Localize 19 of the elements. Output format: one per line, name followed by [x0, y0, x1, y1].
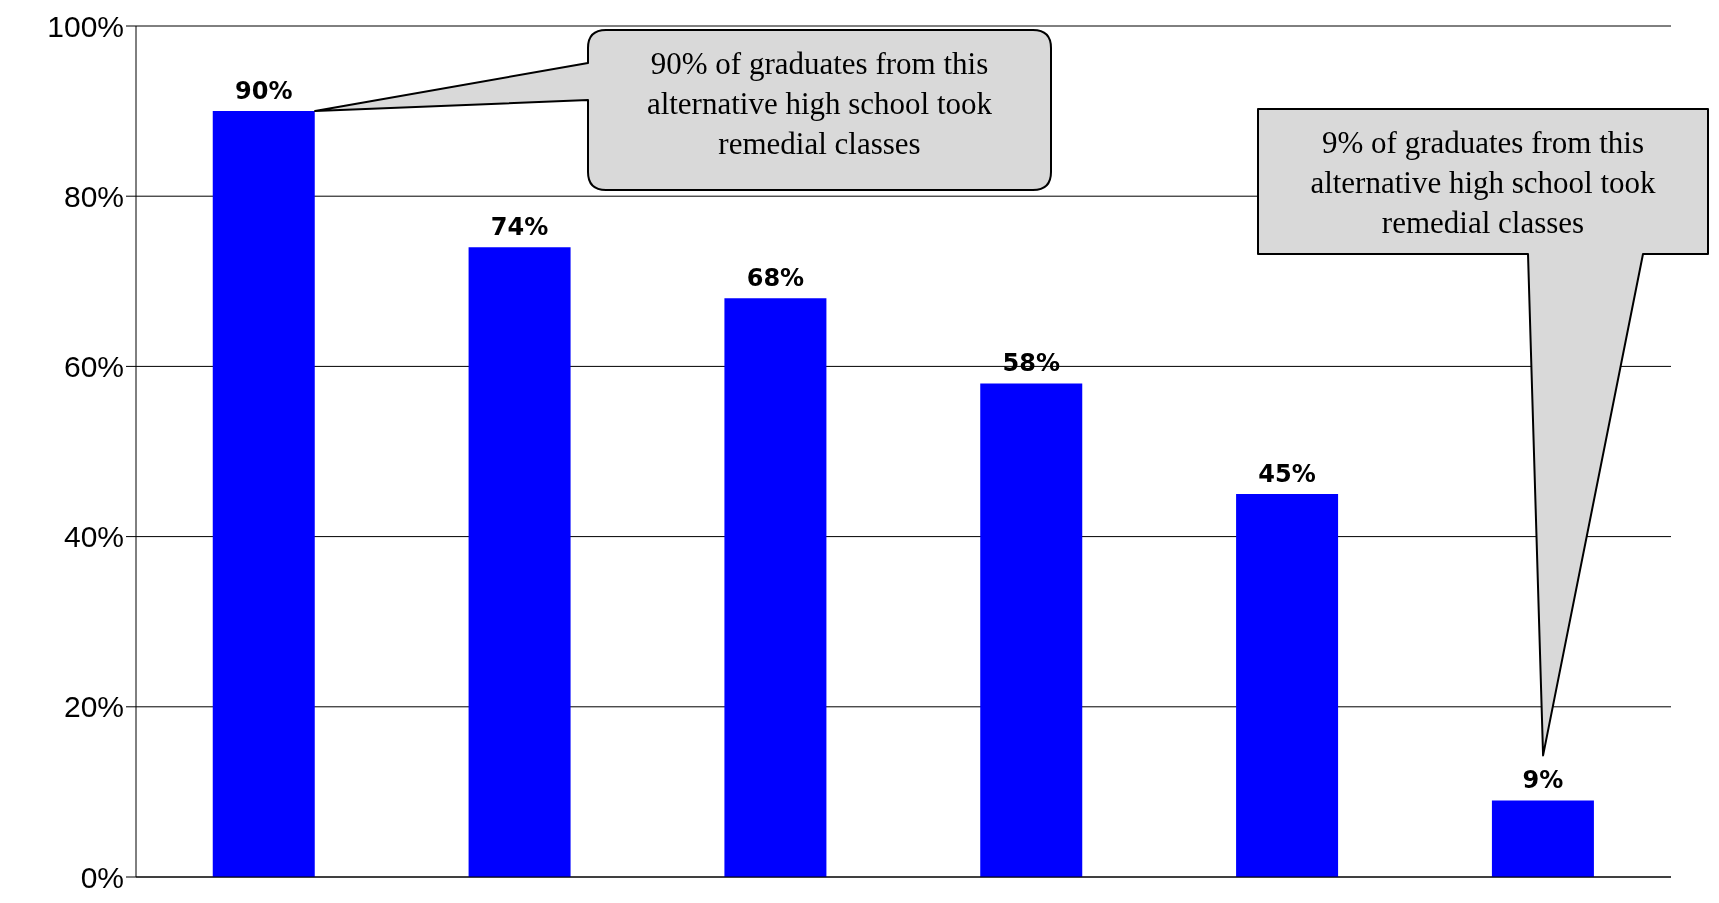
bar — [1491, 800, 1594, 877]
bar — [212, 111, 315, 877]
bar — [468, 247, 571, 877]
y-tick-label: 100% — [47, 9, 124, 43]
data-label: 90% — [235, 77, 293, 106]
annotation: 9% of graduates from this alternative high school took remedial classes — [1309, 124, 1657, 242]
y-tick-label: 0% — [80, 860, 124, 894]
bar — [980, 383, 1083, 877]
bar — [1236, 494, 1339, 877]
annotation: 90% of graduates from this alternative high school took remedial classes — [645, 45, 994, 163]
data-label: 68% — [746, 264, 805, 293]
y-tick-label: 20% — [63, 690, 124, 724]
y-tick-label: 40% — [63, 520, 124, 554]
data-label: 45% — [1258, 460, 1316, 489]
bar — [724, 298, 827, 877]
data-label: 74% — [490, 213, 549, 242]
y-tick-label: 80% — [63, 179, 124, 213]
data-label: 9% — [1522, 766, 1564, 795]
y-tick-label: 60% — [63, 350, 124, 384]
